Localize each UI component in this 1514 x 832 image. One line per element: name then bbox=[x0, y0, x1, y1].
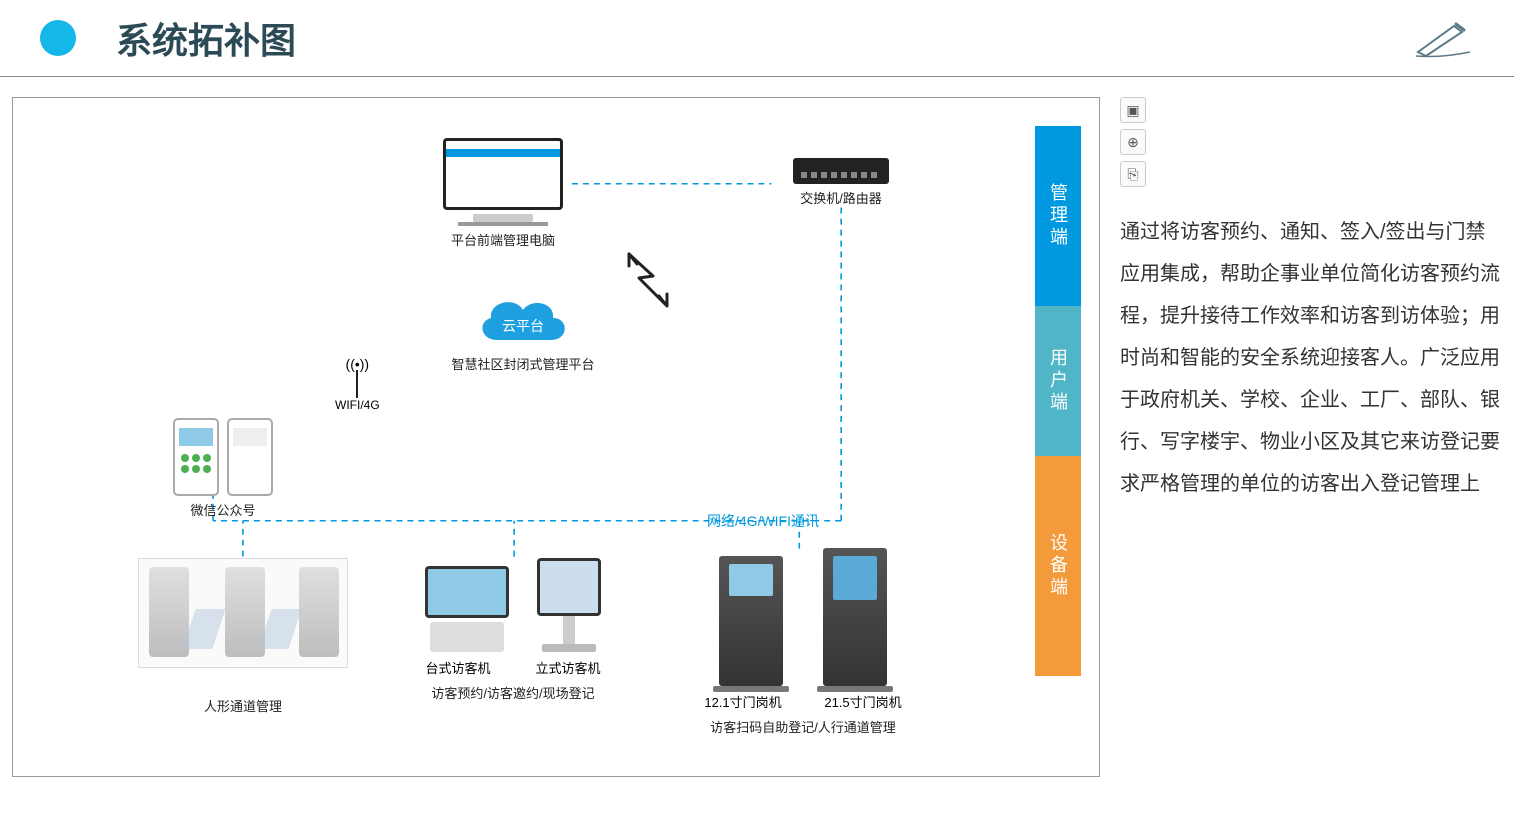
cloud-icon: 云平台 bbox=[473, 288, 573, 350]
node-turnstile: 人形通道管理 bbox=[133, 558, 353, 715]
node-cloud-label: 智慧社区封闭式管理平台 bbox=[443, 354, 603, 373]
node-gate-machines: 12.1寸门岗机 21.5寸门岗机 访客扫码自助登记/人行通道管理 bbox=[683, 548, 923, 736]
node-antenna: ((•)) WIFI/4G bbox=[335, 360, 380, 412]
gate-machine-icon bbox=[719, 556, 783, 686]
node-turnstile-label: 人形通道管理 bbox=[133, 696, 353, 715]
stand-kiosk-label: 立式访客机 bbox=[535, 658, 600, 677]
node-wechat-label: 微信公众号 bbox=[153, 500, 293, 519]
toolbar: ▣ ⊕ ⎘ bbox=[1120, 97, 1500, 187]
node-computer: 平台前端管理电脑 bbox=[433, 138, 573, 249]
stand-kiosk-icon bbox=[534, 558, 604, 652]
tier-bar: 用户端 bbox=[1035, 306, 1081, 456]
tier-bars: 管理端用户端设备端 bbox=[1035, 126, 1081, 676]
desk-kiosk-label: 台式访客机 bbox=[425, 658, 490, 677]
router-icon bbox=[793, 158, 889, 184]
turnstile-icon bbox=[138, 558, 348, 668]
node-cloud: 云平台 智慧社区封闭式管理平台 bbox=[443, 288, 603, 373]
bolt-icon bbox=[623, 250, 673, 310]
node-wechat: 微信公众号 bbox=[153, 418, 293, 519]
desk-kiosk-icon bbox=[422, 566, 512, 652]
monitor-icon bbox=[443, 138, 563, 210]
tier-bar: 管理端 bbox=[1035, 126, 1081, 306]
page-header: 系统拓补图 bbox=[0, 0, 1514, 77]
page-title: 系统拓补图 bbox=[116, 12, 296, 64]
header-bullet bbox=[40, 20, 76, 56]
node-router-label: 交换机/路由器 bbox=[771, 188, 911, 207]
main: 平台前端管理电脑 交换机/路由器 云平台 智慧社区封闭式管理平台 ℒ ((•)) bbox=[0, 77, 1514, 789]
node-antenna-label: WIFI/4G bbox=[335, 398, 380, 412]
node-computer-label: 平台前端管理电脑 bbox=[433, 230, 573, 249]
antenna-icon: ((•)) bbox=[342, 360, 372, 398]
node-visitor-kiosks: 台式访客机 立式访客机 访客预约/访客邀约/现场登记 bbox=[403, 558, 623, 702]
gate-machine-1-label: 12.1寸门岗机 bbox=[704, 692, 781, 711]
present-icon[interactable]: ⎘ bbox=[1120, 161, 1146, 187]
zoom-icon[interactable]: ⊕ bbox=[1120, 129, 1146, 155]
node-gate-label: 访客扫码自助登记/人行通道管理 bbox=[683, 717, 923, 736]
node-visitor-label: 访客预约/访客邀约/现场登记 bbox=[403, 683, 623, 702]
description-text: 通过将访客预约、通知、签入/签出与门禁应用集成，帮助企事业单位简化访客预约流程，… bbox=[1120, 211, 1500, 505]
tier-bar: 设备端 bbox=[1035, 456, 1081, 676]
phone-icon bbox=[173, 418, 219, 496]
layout-icon[interactable]: ▣ bbox=[1120, 97, 1146, 123]
phone-icon bbox=[227, 418, 273, 496]
topology-diagram: 平台前端管理电脑 交换机/路由器 云平台 智慧社区封闭式管理平台 ℒ ((•)) bbox=[12, 97, 1100, 777]
right-column: ▣ ⊕ ⎘ 通过将访客预约、通知、签入/签出与门禁应用集成，帮助企事业单位简化访客预… bbox=[1120, 97, 1500, 777]
cloud-text: 云平台 bbox=[473, 316, 573, 336]
node-router: 交换机/路由器 bbox=[771, 158, 911, 207]
gate-machine-2-label: 21.5寸门岗机 bbox=[824, 692, 901, 711]
pen-icon bbox=[1414, 18, 1474, 58]
gate-machine-icon bbox=[823, 548, 887, 686]
network-label: 网络/4G/WIFI通讯 bbox=[707, 511, 819, 531]
